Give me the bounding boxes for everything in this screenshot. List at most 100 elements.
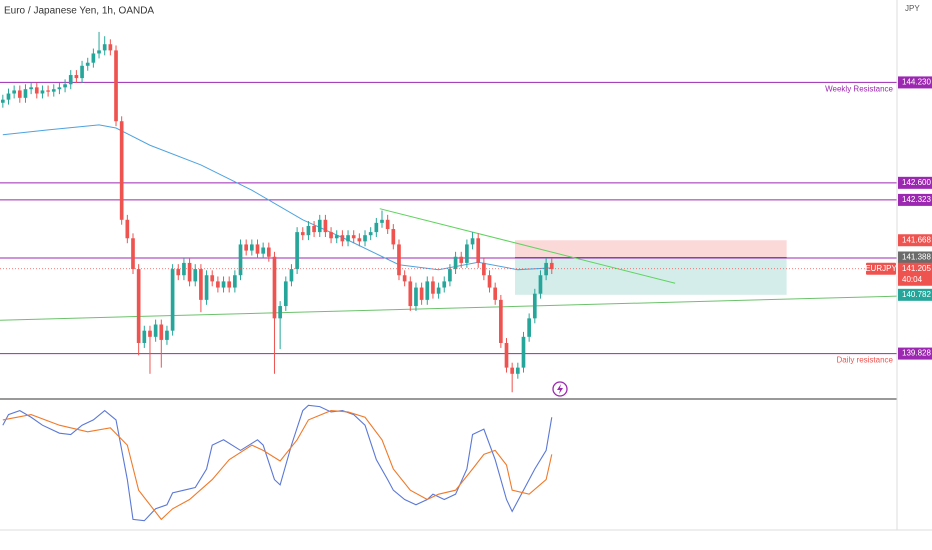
candle-body — [63, 84, 67, 88]
candle-body — [436, 287, 441, 294]
candle-body — [102, 44, 107, 51]
candle-body — [476, 238, 481, 263]
candle-body — [142, 330, 147, 343]
currency-label: JPY — [905, 4, 920, 13]
candle-body — [244, 244, 249, 251]
level-name: Daily resistance — [837, 356, 894, 365]
candle-body — [255, 244, 260, 254]
candle-body — [380, 219, 384, 223]
candle-body — [153, 324, 158, 337]
symbol-label: EURJPY — [865, 264, 897, 273]
candle-body — [51, 89, 56, 92]
candle-body — [357, 238, 362, 242]
candle-body — [17, 90, 22, 98]
position-profit-zone — [514, 257, 787, 295]
candle-body — [459, 256, 464, 263]
oscillator-line — [2, 410, 553, 521]
candle-body — [351, 235, 356, 239]
candle-body — [385, 219, 390, 230]
candle-body — [493, 287, 498, 300]
candle-body — [346, 235, 350, 242]
candle-body — [159, 324, 164, 340]
candle-body — [306, 225, 311, 236]
candle-body — [216, 281, 220, 288]
trendline — [0, 295, 898, 321]
candle-body — [408, 281, 413, 307]
candle-body — [323, 219, 328, 233]
position-bottom-label: 140.782 — [902, 290, 931, 299]
candle-body — [227, 281, 232, 288]
candle-body — [266, 247, 271, 257]
level-box — [898, 176, 932, 189]
candle-body — [549, 262, 554, 270]
labels-layer: Weekly Resistance Daily resistance 144.230… — [825, 76, 932, 365]
candle-body — [312, 225, 316, 233]
level-name: Weekly Resistance — [825, 85, 893, 94]
moving-average — [2, 124, 552, 271]
position-loss-zone — [514, 240, 787, 258]
candle-body — [499, 299, 503, 343]
candle-body — [46, 90, 50, 92]
alert-icon[interactable] — [552, 381, 568, 397]
candle-body — [85, 62, 90, 66]
candle-body — [97, 50, 101, 54]
marks-layer — [0, 31, 898, 522]
candle-body — [6, 93, 11, 100]
candle-body — [510, 367, 515, 374]
candle-body — [419, 287, 424, 300]
candle-body — [57, 87, 62, 90]
candle-body — [204, 275, 209, 300]
candle-body — [91, 53, 96, 63]
candle-body — [176, 269, 181, 276]
candle-body — [131, 238, 135, 270]
candle-body — [334, 235, 339, 239]
oscillator-line — [2, 404, 553, 522]
candle-body — [108, 44, 113, 51]
position-bottom-box — [898, 288, 932, 301]
candle-body — [29, 87, 33, 90]
level-box — [898, 193, 932, 206]
candle-body — [391, 229, 396, 245]
symbol-box — [866, 262, 896, 275]
candle-body — [538, 275, 543, 294]
candle-body — [368, 232, 373, 236]
candle-body — [249, 244, 254, 251]
candle-body — [283, 281, 288, 307]
candle-body — [40, 90, 45, 94]
candle-body — [515, 367, 520, 374]
candle-body — [278, 306, 282, 319]
candle-body — [448, 269, 452, 282]
candle-body — [170, 269, 175, 331]
candle-body — [289, 269, 294, 282]
candle-body — [300, 232, 305, 236]
position-entry-label: 141.388 — [902, 253, 931, 262]
position-top-label: 141.668 — [902, 235, 931, 244]
alert-bolt — [557, 384, 563, 394]
candle-body — [465, 244, 469, 263]
candle-body — [210, 275, 215, 282]
trendline — [379, 208, 676, 284]
candle-body — [125, 219, 130, 239]
candle-body — [431, 281, 435, 294]
candle-body — [521, 336, 526, 368]
candle-body — [442, 281, 447, 288]
candle-body — [425, 281, 430, 300]
candle-body — [74, 75, 79, 79]
candle-body — [363, 235, 367, 242]
level-box — [898, 347, 932, 360]
last-countdown: 40:04 — [902, 275, 923, 284]
position-entry-box — [898, 251, 932, 264]
candle-body — [12, 90, 16, 94]
candle-body — [504, 342, 509, 368]
level-box — [898, 76, 932, 89]
candle-body — [68, 75, 73, 85]
candle-body — [136, 269, 141, 343]
candle-body — [165, 330, 169, 340]
candle-body — [0, 99, 5, 103]
candle-body — [114, 50, 118, 122]
candle-body — [453, 256, 458, 270]
candle-body — [397, 244, 401, 276]
candle-body — [487, 275, 492, 288]
